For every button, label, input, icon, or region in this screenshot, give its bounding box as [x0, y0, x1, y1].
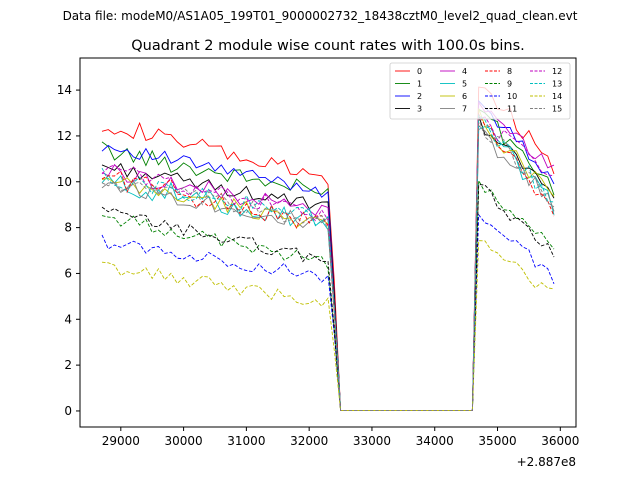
legend-label: 1: [417, 80, 422, 89]
y-tick-label: 10: [57, 175, 72, 189]
x-tick-label: 31000: [227, 434, 265, 448]
y-tick-label: 6: [64, 266, 72, 280]
legend-label: 12: [552, 67, 562, 76]
x-tick-label: 36000: [541, 434, 579, 448]
series-line-0: [101, 86, 555, 411]
legend-label: 6: [462, 92, 467, 101]
legend-label: 2: [417, 92, 422, 101]
suptitle: Data file: modeM0/AS1A05_199T01_90000027…: [63, 9, 578, 23]
series-line-6: [101, 108, 555, 411]
legend-label: 8: [507, 67, 512, 76]
y-axis: 0 2 4 6 8 10 12 14: [57, 83, 80, 418]
legend-label: 10: [507, 92, 517, 101]
x-tick-label: 30000: [165, 434, 203, 448]
legend-label: 11: [507, 105, 517, 114]
axes-frame: [79, 57, 577, 428]
x-tick-label: 32000: [290, 434, 328, 448]
y-tick-label: 14: [57, 83, 72, 97]
legend-box: [389, 62, 571, 120]
y-tick-label: 2: [64, 358, 72, 372]
series-line-2: [101, 99, 555, 411]
y-tick-label: 12: [57, 129, 72, 143]
legend-label: 14: [552, 92, 562, 101]
series-line-9: [101, 178, 555, 411]
chart-title: Quadrant 2 module wise count rates with …: [131, 38, 525, 54]
legend-label: 15: [552, 105, 562, 114]
legend-label: 4: [462, 67, 467, 76]
x-tick-label: 35000: [478, 434, 516, 448]
legend-label: 13: [552, 80, 562, 89]
legend-label: 5: [462, 80, 467, 89]
series-line-10: [101, 213, 555, 411]
y-tick-label: 0: [64, 404, 72, 418]
legend-label: 3: [417, 105, 422, 114]
y-tick-label: 4: [64, 312, 72, 326]
series-line-1: [101, 108, 555, 411]
plot-area: 29000 30000 31000 32000 33000 34000 35000 36000…: [57, 57, 579, 469]
series-line-14: [101, 240, 555, 411]
series-line-4: [101, 101, 555, 411]
x-tick-label: 34000: [416, 434, 454, 448]
x-tick-label: 33000: [353, 434, 391, 448]
series-line-11: [101, 183, 555, 411]
legend-label: 0: [417, 67, 422, 76]
series-layer: [101, 86, 555, 411]
legend-label: 7: [462, 105, 467, 114]
x-axis: 29000 30000 31000 32000 33000 34000 35000 36000: [102, 427, 579, 448]
y-tick-label: 8: [64, 221, 72, 235]
x-tick-label: 29000: [102, 434, 140, 448]
legend-label: 9: [507, 80, 512, 89]
x-offset-label: +2.887e8: [517, 455, 576, 469]
